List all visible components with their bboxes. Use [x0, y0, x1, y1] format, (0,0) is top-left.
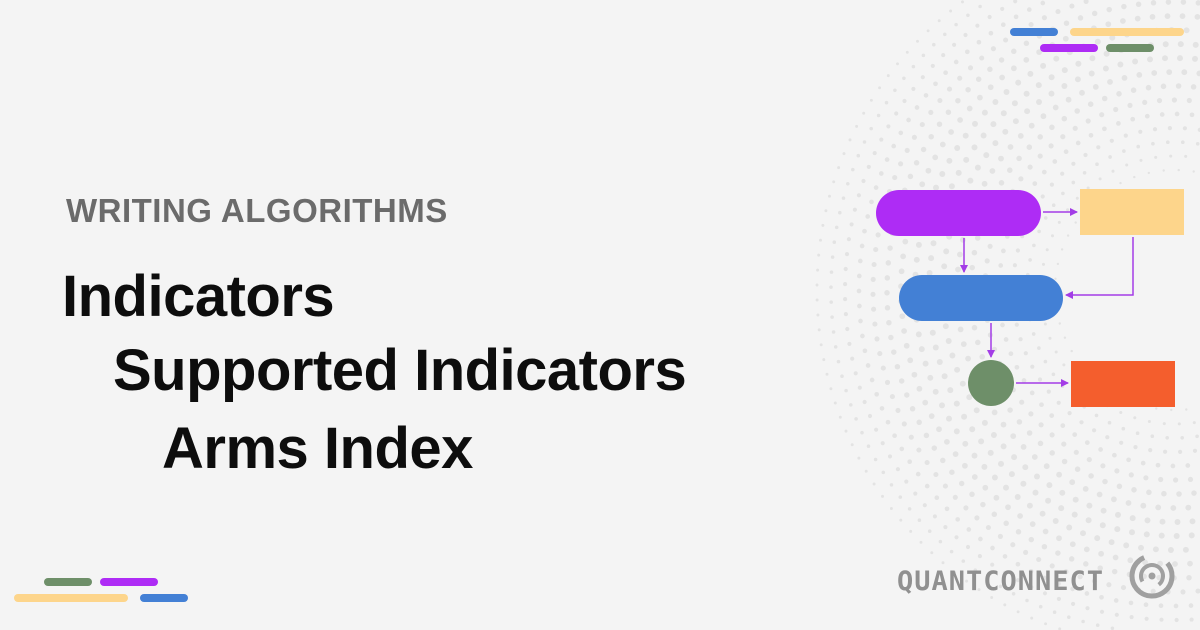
flow-node-orange-box — [1071, 361, 1175, 407]
page-title: Arms Index — [162, 416, 473, 481]
flow-node-green-circle — [968, 360, 1014, 406]
brand-wordmark: QUANTCONNECT — [897, 566, 1105, 597]
decor-dash-purple-bottom — [100, 578, 158, 586]
flow-node-blue-pill — [899, 275, 1063, 321]
decor-dash-purple-top — [1040, 44, 1098, 52]
decor-dash-yellow-top — [1070, 28, 1184, 36]
breadcrumb-level-2: Supported Indicators — [113, 338, 687, 403]
breadcrumb-level-1: Indicators — [62, 264, 335, 329]
quantconnect-logo-icon — [1129, 553, 1175, 599]
decor-dash-yellow-bottom — [14, 594, 128, 602]
flow-arrow-yellow-to-blue — [1065, 237, 1134, 299]
flow-node-yellow-box — [1080, 189, 1184, 235]
decor-dash-green-top — [1106, 44, 1154, 52]
flow-node-purple-pill — [876, 190, 1041, 236]
section-eyebrow: WRITING ALGORITHMS — [66, 192, 448, 229]
decor-dash-green-bottom — [44, 578, 92, 586]
decor-dash-blue-top — [1010, 28, 1058, 36]
decor-dash-blue-bottom — [140, 594, 188, 602]
